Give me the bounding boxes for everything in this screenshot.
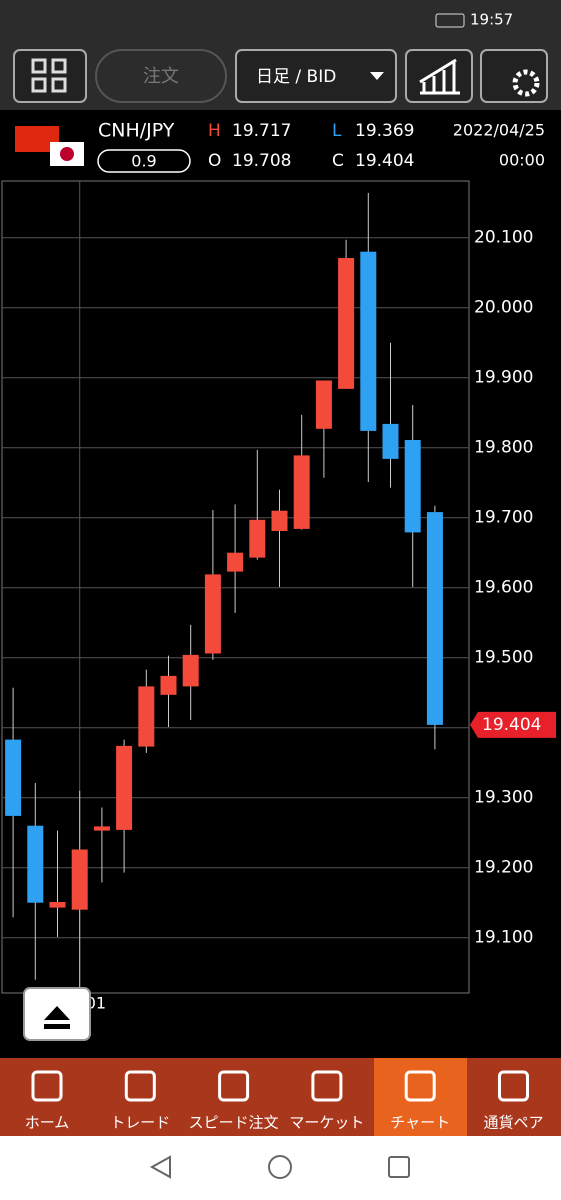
low: 19.369 <box>355 121 414 141</box>
price-tag-label: 19.404 <box>482 715 541 735</box>
price-tag <box>470 711 556 738</box>
nav-icon[interactable] <box>311 1070 343 1102</box>
candle-body <box>160 675 177 695</box>
period-select[interactable] <box>235 49 397 103</box>
candle-body <box>5 739 22 816</box>
y-tick-label: 19.300 <box>474 788 533 808</box>
candle-body <box>360 251 377 431</box>
bottom-nav <box>0 1058 561 1136</box>
candle-body <box>204 574 221 654</box>
system-nav <box>0 1136 561 1200</box>
high-label: H <box>208 121 221 141</box>
candle-body <box>404 440 421 533</box>
nav-icon[interactable] <box>31 1070 63 1102</box>
nav-icon[interactable] <box>218 1070 250 1102</box>
recent-button[interactable] <box>388 1156 410 1178</box>
nav-label: チャート <box>390 1114 450 1132</box>
nav-label: トレード <box>110 1114 170 1132</box>
candle-body <box>382 423 399 459</box>
nav-label: マーケット <box>289 1114 364 1132</box>
order-label: 注文 <box>143 66 179 87</box>
candle-body <box>338 258 355 389</box>
candle-body <box>227 552 244 572</box>
y-tick-label: 19.800 <box>474 438 533 458</box>
y-tick-label: 20.000 <box>474 298 533 318</box>
indicator-icon <box>419 58 460 95</box>
eject-icon <box>44 1006 70 1029</box>
menu-button[interactable] <box>13 49 87 103</box>
battery <box>435 13 465 28</box>
candle-body <box>93 826 110 831</box>
open: 19.708 <box>232 151 291 171</box>
y-tick-label: 19.100 <box>474 928 533 948</box>
close: 19.404 <box>355 151 414 171</box>
candle-body <box>49 902 66 908</box>
flag-jp-sun <box>60 147 74 161</box>
chart: 19.10019.20019.30019.419.50019.60019.700… <box>2 181 556 1013</box>
back-button[interactable] <box>149 1155 171 1179</box>
candle-body <box>182 654 199 687</box>
order-button[interactable] <box>95 49 227 103</box>
pair: CNH/JPY <box>98 120 175 142</box>
high: 19.717 <box>232 121 291 141</box>
settings-button[interactable] <box>480 49 548 103</box>
time: 00:00 <box>499 151 545 170</box>
settings-icon <box>512 69 540 97</box>
clock: 19:57 <box>470 11 513 29</box>
y-tick-label: 19.500 <box>474 648 533 668</box>
low-label: L <box>332 121 342 141</box>
nav-label: ホーム <box>25 1114 70 1132</box>
candle-body <box>249 519 266 558</box>
y-tick-label: 19.900 <box>474 368 533 388</box>
close-label: C <box>332 151 344 171</box>
spread-box <box>97 149 191 173</box>
nav-icon[interactable] <box>404 1070 436 1102</box>
date: 2022/04/25 <box>453 121 545 140</box>
candle-body <box>116 745 133 830</box>
candle-body <box>27 825 44 903</box>
grid-icon <box>31 58 67 93</box>
candle-body <box>315 380 332 429</box>
nav-label: スピード注文 <box>189 1114 279 1132</box>
y-tick-label: 20.100 <box>474 228 533 248</box>
nav-icon[interactable] <box>124 1070 156 1102</box>
plot-frame <box>1 180 470 994</box>
candle-body <box>271 510 288 531</box>
candle-body <box>426 512 443 725</box>
candle-body <box>71 849 88 910</box>
open-label: O <box>208 151 221 171</box>
period-label: 日足 / BID <box>256 67 336 87</box>
y-tick-label: 19.600 <box>474 578 533 598</box>
y-tick-label: 19.200 <box>474 858 533 878</box>
nav-icon[interactable] <box>498 1070 529 1102</box>
dropdown-arrow <box>370 72 384 80</box>
nav-label: 通貨ペア <box>483 1114 543 1132</box>
y-tick-label: 19.700 <box>474 508 533 528</box>
candle-body <box>293 455 310 529</box>
spread: 0.9 <box>131 152 156 171</box>
home-button[interactable] <box>268 1155 292 1179</box>
candle-body <box>138 686 155 747</box>
